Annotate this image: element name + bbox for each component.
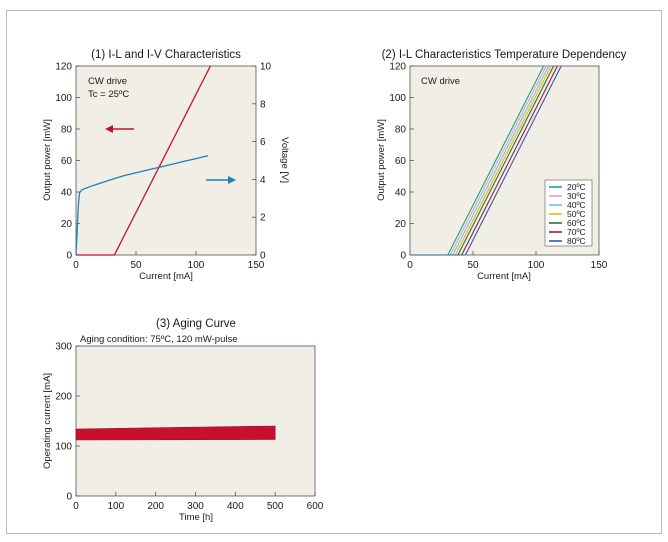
chart1-x-tick-label: 150	[248, 260, 265, 271]
chart1-y-tick-label: 20	[61, 219, 73, 230]
chart2-y-tick-label: 0	[400, 251, 406, 262]
chart1-y-tick-label: 0	[66, 251, 72, 262]
chart1-x-tick-label: 0	[73, 260, 79, 271]
chart1-y2-tick-label: 8	[260, 99, 266, 110]
chart1-y2-tick-label: 2	[260, 213, 266, 224]
chart3-y-tick-label: 300	[55, 342, 72, 353]
chart1-y-tick-label: 40	[61, 188, 73, 199]
chart1-annotation-cw: CW drive	[88, 76, 127, 87]
chart2-legend-label-1: 30ºC	[567, 191, 586, 201]
chart3-x-tick-label: 300	[187, 501, 204, 512]
chart3-x-tick-label: 600	[307, 501, 324, 512]
chart3-x-tick-label: 100	[107, 501, 124, 512]
chart3-x-tick-label: 400	[227, 501, 244, 512]
chart-aging-curve: (3) Aging Curve Aging condition: 75ºC, 1…	[42, 318, 324, 523]
chart2-y-tick-label: 120	[389, 62, 406, 73]
chart-il-iv: (1) I-L and I-V Characteristics 0 50 100 15…	[42, 49, 290, 282]
chart3-ylabel: Operating current [mA]	[42, 373, 53, 469]
chart3-y-tick-label: 200	[55, 392, 72, 403]
chart2-y-tick-label: 40	[395, 188, 407, 199]
chart3-xlabel: Time [h]	[179, 512, 213, 523]
chart2-series-line-6	[410, 65, 562, 256]
chart2-xlabel: Current [mA]	[477, 271, 531, 282]
chart2-y-tick-label: 20	[395, 219, 407, 230]
chart1-y-tick-label: 80	[61, 125, 73, 136]
chart3-operating-current-band	[75, 425, 276, 441]
chart2-ylabel: Output power [mW]	[376, 119, 387, 201]
chart3-x-tick-label: 500	[267, 501, 284, 512]
chart2-legend-label-4: 60ºC	[567, 218, 586, 228]
chart2-x-tick-label: 0	[407, 260, 413, 271]
chart2-y-tick-label: 60	[395, 156, 407, 167]
chart2-legend-label-6: 80ºC	[567, 236, 586, 246]
chart2-x-tick-label: 50	[467, 260, 479, 271]
chart1-y-tick-label: 60	[61, 156, 73, 167]
chart1-annotation-tc: Tc = 25ºC	[88, 89, 129, 100]
chart3-plot-area	[75, 345, 316, 497]
chart1-y2-tick-label: 4	[260, 175, 266, 186]
chart2-y-tick-label: 80	[395, 125, 407, 136]
chart1-ylabel: Output power [mW]	[42, 119, 53, 201]
chart1-x-tick-label: 50	[130, 260, 142, 271]
chart2-y-tick-label: 100	[389, 93, 406, 104]
chart2-title: (2) I-L Characteristics Temperature Depe…	[382, 49, 627, 61]
chart1-x-tick-label: 100	[188, 260, 205, 271]
chart2-legend-label-0: 20ºC	[567, 182, 586, 192]
chart1-y-tick-label: 100	[55, 93, 72, 104]
chart1-arrow-right-axis	[206, 176, 236, 184]
chart1-y2-tick-label: 0	[260, 251, 266, 262]
chart2-legend-label-3: 50ºC	[567, 209, 586, 219]
chart3-title: (3) Aging Curve	[156, 318, 236, 330]
chart1-y2-tick-label: 10	[260, 62, 272, 73]
chart1-y2label: Voltage [V]	[279, 137, 290, 183]
chart1-y-tick-label: 120	[55, 62, 72, 73]
chart2-x-tick-label: 150	[591, 260, 608, 271]
chart1-xlabel: Current [mA]	[139, 271, 193, 282]
chart1-arrow-left-axis	[105, 125, 134, 133]
chart2-x-tick-label: 100	[528, 260, 545, 271]
chart2-legend-label-5: 70ºC	[567, 227, 586, 237]
chart1-plot-area	[75, 65, 257, 256]
chart3-x-tick-label: 0	[73, 501, 79, 512]
chart1-title: (1) I-L and I-V Characteristics	[91, 49, 241, 61]
chart3-y-tick-label: 0	[66, 492, 72, 503]
chart2-annotation-cw: CW drive	[421, 76, 460, 87]
chart2-legend-label-2: 40ºC	[567, 200, 586, 210]
chart1-y2-tick-label: 6	[260, 137, 266, 148]
chart1-series-voltage-line	[75, 155, 209, 256]
chart2-legend-box	[544, 179, 593, 247]
chart1-series-power-line	[76, 65, 211, 256]
chart3-y-tick-label: 100	[55, 442, 72, 453]
chart3-x-tick-label: 200	[147, 501, 164, 512]
chart3-subtitle: Aging condition: 75ºC, 120 mW-pulse	[80, 334, 238, 345]
chart-il-temperature: (2) I-L Characteristics Temperature Depe…	[376, 49, 627, 282]
